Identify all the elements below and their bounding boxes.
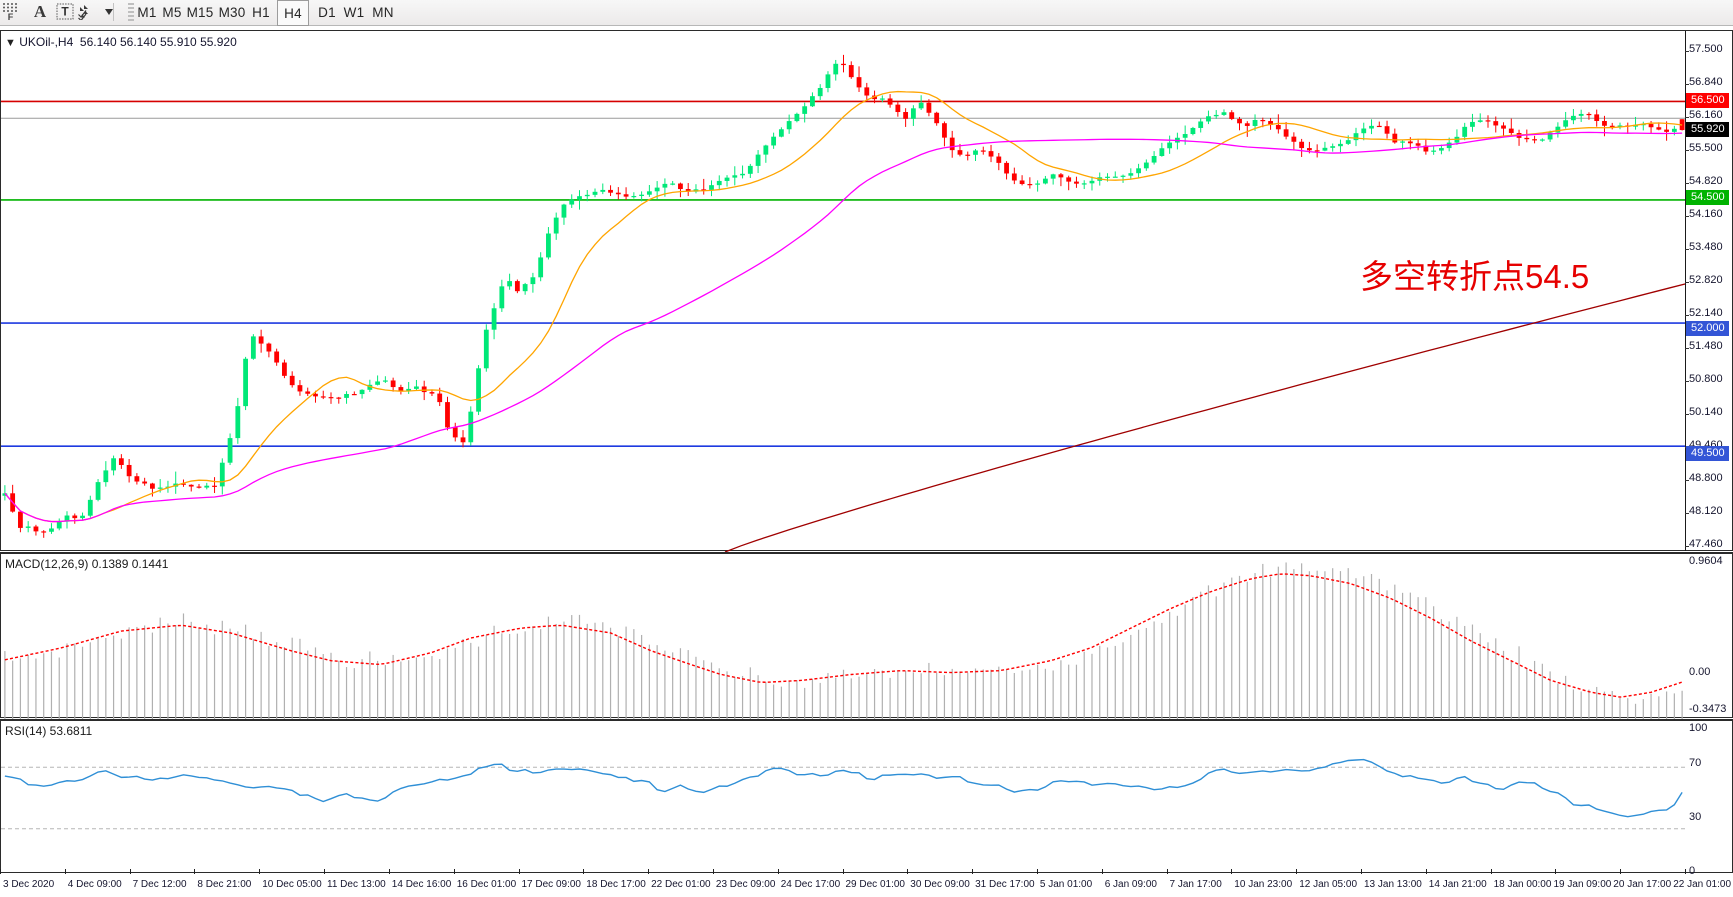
svg-text:T: T	[61, 5, 69, 19]
svg-text:F: F	[8, 12, 15, 21]
